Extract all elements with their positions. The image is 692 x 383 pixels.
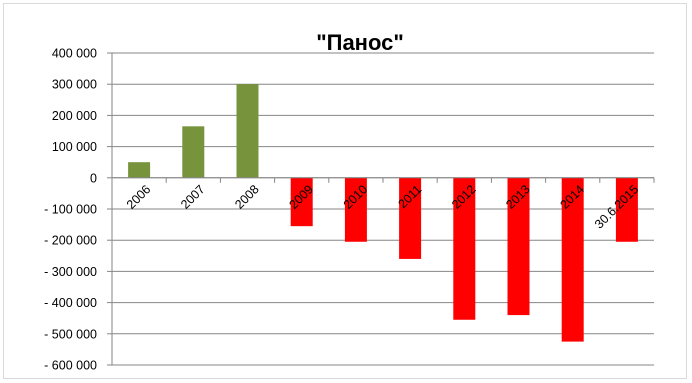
bar-2013: [507, 177, 530, 316]
bar-2014: [561, 177, 584, 342]
bars: [128, 84, 638, 342]
y-tick-label: 100 000: [52, 140, 97, 154]
bar-2012: [453, 177, 476, 320]
y-tick-label: - 100 000: [44, 203, 97, 217]
y-tick-label: - 600 000: [44, 359, 97, 373]
y-tick-label: - 200 000: [44, 234, 97, 248]
bar-2010: [344, 177, 367, 242]
bar-30.6.2015: [615, 177, 638, 242]
x-tick-label: 2006: [124, 182, 154, 212]
bar-2009: [290, 177, 313, 227]
y-tick-label: - 400 000: [44, 296, 97, 310]
x-tick-label: 2007: [178, 182, 208, 212]
bar-2008: [236, 84, 259, 178]
bar-2011: [399, 177, 422, 259]
y-tick-label: - 500 000: [44, 327, 97, 341]
y-tick-label: 0: [90, 171, 97, 185]
y-tick-label: 400 000: [52, 47, 97, 61]
y-tick-label: 200 000: [52, 109, 97, 123]
y-tick-label: - 300 000: [44, 265, 97, 279]
bar-2006: [128, 162, 151, 178]
y-tick-label: 300 000: [52, 78, 97, 92]
chart-title: "Панос": [316, 30, 404, 55]
bar-2007: [182, 126, 205, 178]
x-tick-label: 2008: [232, 182, 262, 212]
y-axis-ticks: 400 000 300 000 200 000 100 000 0 - 100 000 - …: [44, 47, 97, 373]
